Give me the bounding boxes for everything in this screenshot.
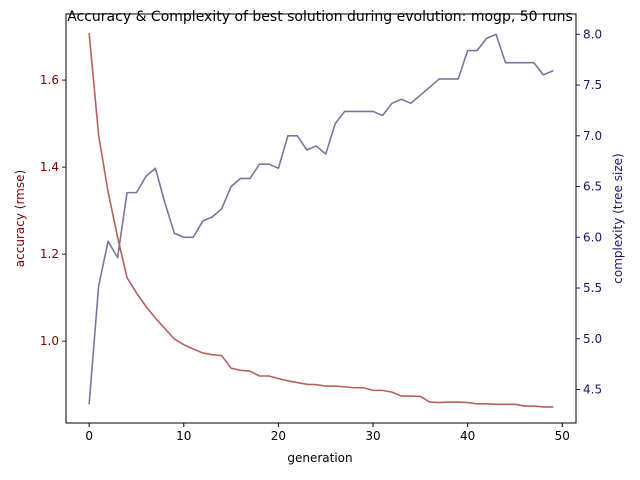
x-tick-label: 0 [85, 429, 93, 443]
chart-title: Accuracy & Complexity of best solution d… [67, 9, 573, 25]
y-right-tick-label: 4.5 [583, 383, 602, 397]
y-right-tick-label: 6.0 [583, 230, 602, 244]
x-tick-label: 10 [176, 429, 191, 443]
series-line-complexity [88, 33, 554, 405]
x-tick-label: 50 [555, 429, 570, 443]
y-left-tick-label: 1.4 [40, 160, 59, 174]
plot-frame [65, 13, 577, 424]
series-layer [88, 32, 554, 408]
y-right-tick-label: 5.5 [583, 281, 602, 295]
x-axis-label: generation [287, 451, 352, 465]
y-right-tick-label: 7.0 [583, 129, 602, 143]
y-axis-right-label: complexity (tree size) [611, 153, 625, 283]
y-left-tick-label: 1.0 [40, 334, 59, 348]
y-axis-left-label: accuracy (rmse) [13, 170, 27, 267]
y-right-tick-label: 6.5 [583, 180, 602, 194]
plot-area [65, 13, 577, 424]
y-left-tick-label: 1.2 [40, 247, 59, 261]
x-axis: 0 10 20 30 40 50 [85, 423, 570, 443]
y-axis-left: 1.0 1.2 1.4 1.6 [40, 73, 66, 348]
y-right-tick-label: 8.0 [583, 27, 602, 41]
y-right-tick-label: 7.5 [583, 78, 602, 92]
y-axis-right: 4.5 5.0 5.5 6.0 6.5 7.0 7.5 8.0 [576, 27, 602, 397]
y-right-tick-label: 5.0 [583, 332, 602, 346]
x-tick-label: 30 [365, 429, 380, 443]
x-tick-label: 40 [460, 429, 475, 443]
y-left-tick-label: 1.6 [40, 73, 59, 87]
x-tick-label: 20 [271, 429, 286, 443]
series-line-accuracy [88, 32, 554, 408]
